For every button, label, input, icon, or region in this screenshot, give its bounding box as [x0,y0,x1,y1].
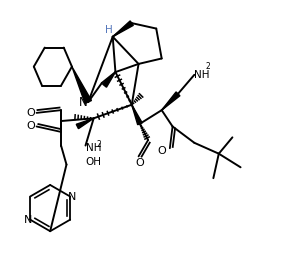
Polygon shape [132,105,142,125]
Text: O: O [26,122,35,131]
Text: NH: NH [86,143,101,153]
Polygon shape [113,21,133,37]
Text: N: N [79,95,88,109]
Text: O: O [136,158,144,168]
Polygon shape [103,72,115,87]
Text: N: N [68,191,77,202]
Text: OH: OH [86,157,101,167]
Text: N: N [24,215,32,225]
Text: H: H [105,25,113,35]
Polygon shape [72,67,92,103]
Polygon shape [76,118,94,129]
Text: NH: NH [194,70,210,80]
Text: 2: 2 [205,62,210,71]
Polygon shape [162,92,180,110]
Text: 2: 2 [96,140,101,149]
Text: O: O [26,108,35,118]
Text: O: O [157,146,166,156]
